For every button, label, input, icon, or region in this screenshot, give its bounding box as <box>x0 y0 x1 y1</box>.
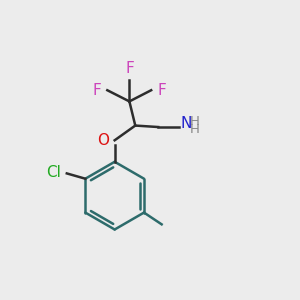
Text: H: H <box>190 115 200 128</box>
Text: Cl: Cl <box>46 165 61 180</box>
Text: H: H <box>190 124 200 136</box>
Text: F: F <box>92 83 101 98</box>
Text: F: F <box>125 61 134 76</box>
Text: F: F <box>157 83 166 98</box>
Text: O: O <box>98 133 110 148</box>
Text: N: N <box>180 116 192 131</box>
